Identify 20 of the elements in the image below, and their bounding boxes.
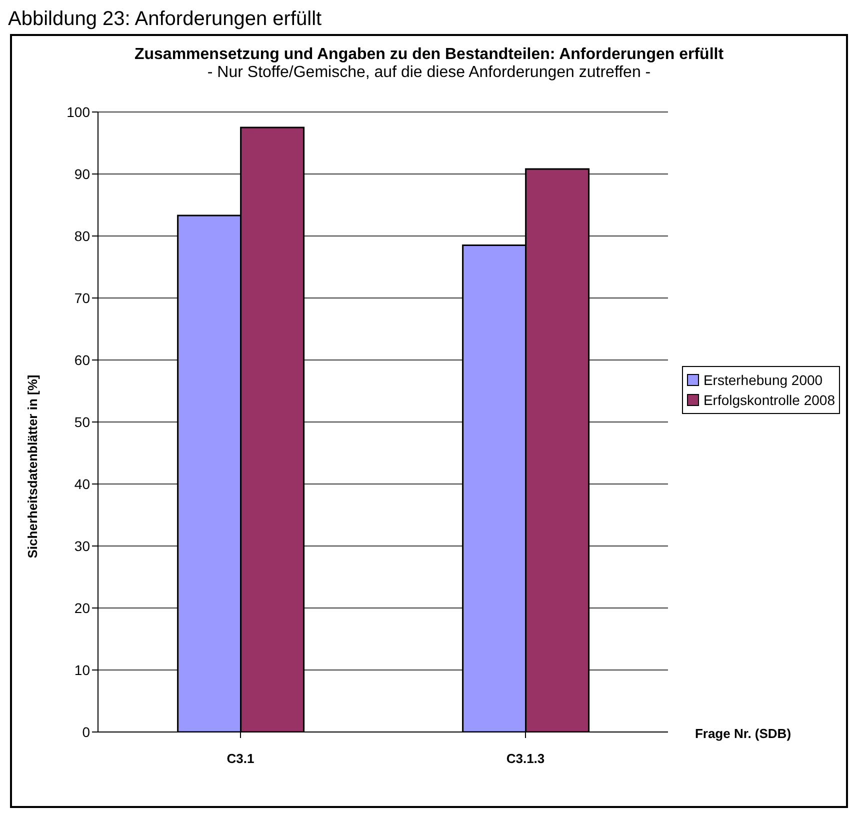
y-tick-label: 90 (74, 166, 90, 182)
y-tick-label: 50 (74, 414, 90, 430)
y-tick-label: 30 (74, 538, 90, 554)
y-tick-label: 20 (74, 600, 90, 616)
x-tick-label: C3.1.3 (506, 751, 545, 766)
text: Abbildung 23: Anforderungen erfüllt (8, 8, 323, 30)
y-tick-label: 100 (66, 104, 90, 120)
y-tick-label: 40 (74, 476, 90, 492)
y-tick-label: 0 (82, 724, 90, 740)
chart-subtitle: - Nur Stoffe/Gemische, auf die diese Anforderungen zutreffen - (206, 64, 652, 82)
y-tick-label: 60 (74, 352, 90, 368)
y-tick-label: 10 (74, 662, 90, 678)
chart-title: Zusammensetzung und Angaben zu den Bestandteilen: Anforderungen erfüllt (133, 46, 725, 64)
y-tick-label: 80 (74, 228, 90, 244)
x-tick-label: C3.1 (226, 751, 254, 766)
y-tick-label: 70 (74, 290, 90, 306)
legend-label: Ersterhebung 2000 (703, 371, 823, 390)
x-axis-title: Frage Nr. (SDB) (694, 726, 792, 741)
legend-label: Erfolgskontrolle 2008 (703, 391, 835, 410)
y-axis-title: Sicherheitsdatenblätter in [%] (26, 374, 41, 558)
